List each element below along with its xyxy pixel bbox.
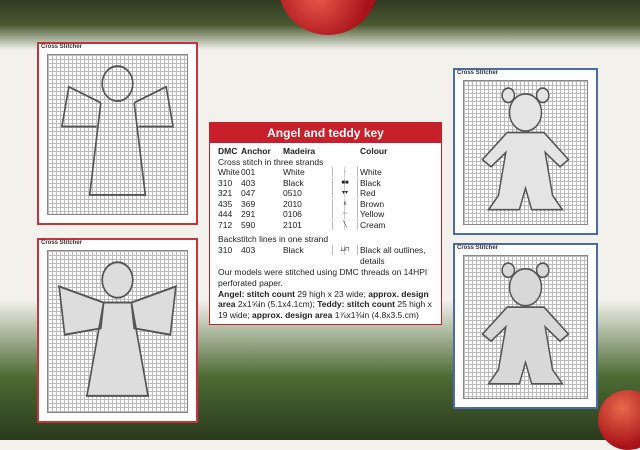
teddy-chart-1: Cross Stitcher: [453, 68, 598, 235]
dmc-code: 310: [218, 244, 233, 255]
teddy-stitch-count-label: Teddy: stitch count: [317, 299, 395, 310]
teddy-pattern: [481, 262, 570, 385]
anchor-code: 047: [241, 188, 256, 198]
angel-pattern: [60, 65, 175, 196]
madeira-code: Black: [283, 244, 304, 255]
stitch-grid: [47, 250, 188, 413]
stitch-grid: [47, 54, 188, 215]
madeira-code: 2010: [283, 198, 302, 209]
angel-area-label: approx. design area: [218, 288, 429, 310]
section-backstitch: Backstitch lines in one strand: [218, 234, 329, 244]
chart-label: Cross Stitcher: [456, 245, 500, 251]
teddy-area: 1⅞x1⅜in (4.8x3.5.cm): [332, 310, 419, 321]
backstitch-symbol-icon: ⊔⊓: [332, 244, 358, 255]
dmc-code: 321: [218, 188, 233, 198]
anchor-code: 291: [241, 209, 256, 219]
key-row: 321 047 0510 ▾▾ Red: [210, 188, 441, 199]
colour-name: Red: [360, 188, 376, 198]
chart-label: Cross Stitcher: [456, 70, 500, 76]
colour-name: Cream: [360, 219, 386, 230]
colour-name: White: [360, 167, 382, 177]
teddy-area-label: approx. design area: [252, 310, 333, 321]
angel-area: 2x1⅝in (5.1x4.1cm);: [235, 299, 318, 310]
dmc-code: 435: [218, 198, 233, 209]
key-row: White 001 White · White: [210, 167, 441, 178]
madeira-code: White: [283, 167, 305, 177]
teddy-pattern: [481, 87, 570, 211]
anchor-code: 001: [241, 167, 256, 177]
teddy-stitch-count: 25 high x 19 wide;: [218, 299, 432, 321]
stitch-grid: [463, 255, 588, 399]
stitch-symbol-icon: ╲: [332, 219, 358, 230]
stitch-grid: [463, 80, 588, 225]
key-row: 444 291 0106 ◦◦ Yellow: [210, 209, 441, 220]
chart-label: Cross Stitcher: [40, 44, 84, 50]
stitch-symbol-icon: ·: [332, 167, 358, 177]
anchor-code: 590: [241, 219, 256, 230]
dmc-code: White: [218, 167, 240, 177]
madeira-code: 2101: [283, 219, 302, 230]
teddy-chart-2: Cross Stitcher: [453, 243, 598, 409]
header-colour: Colour: [360, 146, 388, 156]
angel-pattern: [58, 261, 177, 397]
dmc-code: 310: [218, 177, 233, 188]
header-madeira: Madeira: [283, 146, 316, 156]
design-details: Angel: stitch count 29 high x 23 wide; a…: [210, 289, 441, 321]
stitch-symbol-icon: ■■: [332, 177, 358, 188]
colour-name: Yellow: [360, 209, 385, 219]
backstitch-row: 310 403 Black ⊔⊓ Black all outlines, det…: [210, 244, 441, 266]
angel-chart-2: Cross Stitcher: [37, 238, 198, 423]
anchor-code: 403: [241, 177, 256, 188]
stitching-note: Our models were stitched using DMC threa…: [218, 267, 428, 288]
madeira-code: 0510: [283, 188, 302, 198]
key-row: 310 403 Black ■■ Black: [210, 177, 441, 189]
anchor-code: 403: [241, 244, 256, 255]
header-dmc: DMC: [218, 146, 238, 156]
section-cross-stitch: Cross stitch in three strands: [218, 156, 324, 167]
dmc-code: 444: [218, 209, 233, 219]
stitch-symbol-icon: ◦◦: [332, 209, 358, 219]
key-header-row: DMC Anchor Madeira Colour: [210, 146, 441, 157]
dmc-code: 712: [218, 219, 233, 230]
header-anchor: Anchor: [241, 146, 271, 156]
key-row: 435 369 2010 ıı Brown: [210, 198, 441, 210]
stitch-symbol-icon: ıı: [332, 198, 358, 209]
colour-name: Black: [360, 177, 381, 188]
madeira-code: Black: [283, 177, 304, 188]
angel-stitch-count: 29 high x 23 wide;: [294, 288, 369, 299]
madeira-code: 0106: [283, 209, 302, 219]
stitch-symbol-icon: ▾▾: [332, 188, 358, 198]
anchor-code: 369: [241, 198, 256, 209]
angel-chart-1: Cross Stitcher: [37, 42, 198, 225]
colour-name: Black all outlines, details: [360, 244, 426, 266]
header-symbol: [330, 146, 360, 157]
key-title: Angel and teddy key: [210, 123, 441, 143]
thread-key-panel: Angel and teddy key DMC Anchor Madeira C…: [209, 122, 442, 325]
angel-stitch-count-label: Angel: stitch count: [218, 288, 295, 299]
colour-name: Brown: [360, 198, 385, 209]
key-row: 712 590 2101 ╲ Cream: [210, 219, 441, 231]
chart-label: Cross Stitcher: [40, 240, 84, 246]
